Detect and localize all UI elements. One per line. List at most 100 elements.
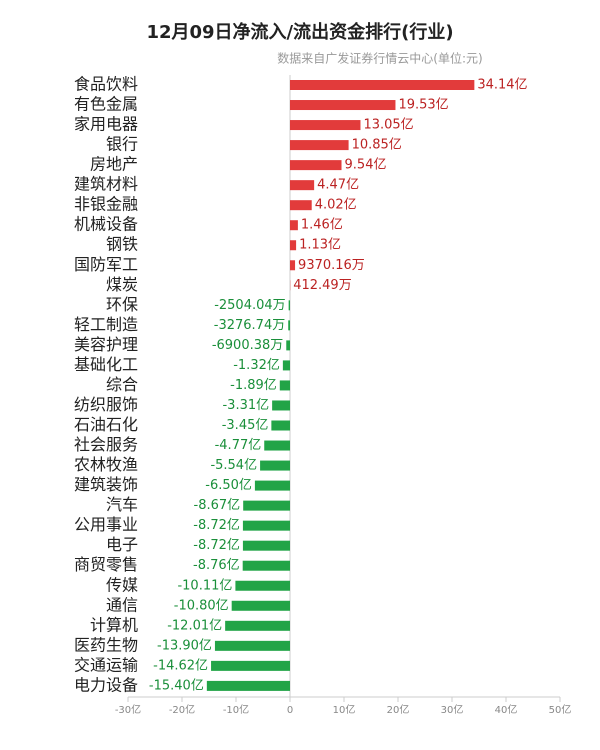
y-tick-label: 建筑装饰 — [74, 475, 138, 494]
value-label: 10.85亿 — [352, 138, 402, 153]
bar — [271, 420, 290, 431]
bar — [279, 380, 290, 391]
bar — [290, 200, 312, 211]
bar — [242, 560, 290, 571]
value-label: -8.76亿 — [193, 558, 240, 573]
bar — [272, 400, 290, 411]
bar — [290, 260, 296, 271]
y-tick-label: 公用事业 — [74, 515, 138, 534]
value-label: 34.14亿 — [477, 78, 527, 93]
bar — [290, 180, 315, 191]
value-label: -6.50亿 — [205, 478, 252, 493]
bar — [290, 80, 475, 90]
chart-title: 12月09日净流入/流出资金排行(行业) — [146, 21, 453, 43]
y-tick-label: 医药生物 — [74, 635, 138, 654]
y-tick-label: 石油石化 — [74, 415, 138, 434]
y-tick-label: 基础化工 — [74, 355, 138, 374]
bar — [254, 480, 290, 491]
bar — [242, 540, 290, 551]
y-tick-label: 国防军工 — [74, 255, 138, 274]
value-label: -15.40亿 — [149, 678, 204, 693]
y-tick-label: 机械设备 — [74, 215, 138, 234]
value-label: -8.72亿 — [193, 538, 240, 553]
y-tick-label: 钢铁 — [106, 235, 138, 254]
x-tick-label: -20亿 — [169, 703, 195, 716]
bar — [214, 640, 290, 651]
value-label: 13.05亿 — [363, 118, 413, 133]
chart-subtitle: 数据来自广发证券行情云中心(单位:元) — [277, 51, 482, 66]
value-label: 4.47亿 — [317, 178, 359, 193]
bar — [290, 120, 361, 131]
y-tick-label: 建筑材料 — [74, 175, 138, 194]
y-tick-label: 计算机 — [90, 615, 138, 634]
y-tick-label: 环保 — [106, 295, 138, 314]
bar — [282, 360, 290, 371]
value-label: 4.02亿 — [315, 198, 357, 213]
bar — [286, 340, 290, 351]
y-tick-label: 有色金属 — [74, 95, 138, 114]
value-label: -3276.74万 — [214, 318, 285, 333]
y-tick-label: 非银金融 — [74, 195, 138, 214]
value-label: 9370.16万 — [298, 258, 365, 273]
x-tick-label: 50亿 — [549, 703, 572, 716]
y-tick-label: 商贸零售 — [74, 555, 138, 574]
value-label: 19.53亿 — [398, 98, 448, 113]
y-tick-label: 社会服务 — [74, 435, 138, 454]
y-tick-label: 煤炭 — [106, 275, 138, 294]
value-label: -13.90亿 — [157, 638, 212, 653]
x-tick-label: 0 — [287, 705, 293, 716]
bar — [290, 160, 342, 171]
bar — [290, 220, 298, 231]
value-label: -10.80亿 — [174, 598, 229, 613]
bar — [243, 500, 290, 511]
y-tick-label: 电子 — [106, 535, 138, 554]
bar — [242, 520, 290, 531]
value-label: 9.54亿 — [345, 158, 387, 173]
value-label: -1.32亿 — [233, 358, 280, 373]
y-tick-label: 食品饮料 — [74, 75, 138, 94]
bar — [290, 140, 349, 151]
x-tick-label: -10亿 — [223, 703, 249, 716]
y-tick-label: 美容护理 — [74, 335, 138, 354]
bar — [225, 620, 290, 631]
x-tick-label: 40亿 — [495, 703, 518, 716]
value-label: 1.46亿 — [301, 218, 343, 233]
value-label: -8.72亿 — [193, 518, 240, 533]
y-tick-label: 银行 — [106, 135, 138, 154]
value-label: -1.89亿 — [230, 378, 277, 393]
value-label: -3.45亿 — [222, 418, 269, 433]
value-label: -14.62亿 — [153, 658, 208, 673]
value-label: -5.54亿 — [210, 458, 257, 473]
y-tick-label: 通信 — [106, 595, 138, 614]
value-label: -6900.38万 — [212, 338, 283, 353]
x-tick-label: 20亿 — [387, 703, 410, 716]
bar — [264, 440, 290, 451]
value-label: -3.31亿 — [222, 398, 269, 413]
y-tick-label: 纺织服饰 — [74, 395, 138, 414]
x-tick-label: 30亿 — [441, 703, 464, 716]
bar — [260, 460, 290, 471]
y-tick-label: 房地产 — [90, 155, 138, 174]
x-tick-label: -30亿 — [115, 703, 141, 716]
y-tick-label: 轻工制造 — [74, 315, 138, 334]
value-label: 1.13亿 — [299, 238, 341, 253]
bar — [290, 100, 396, 111]
bar — [206, 680, 290, 691]
y-tick-label: 交通运输 — [74, 655, 138, 674]
value-label: -8.67亿 — [194, 498, 241, 513]
bar — [211, 660, 290, 671]
value-label: -10.11亿 — [177, 578, 232, 593]
x-tick-label: 10亿 — [333, 703, 356, 716]
value-label: -12.01亿 — [167, 618, 222, 633]
y-tick-label: 综合 — [106, 375, 138, 394]
bar — [290, 240, 297, 251]
value-label: 412.49万 — [293, 278, 352, 293]
bar — [231, 600, 290, 611]
bar — [288, 300, 290, 311]
y-tick-label: 家用电器 — [74, 115, 138, 134]
value-label: -2504.04万 — [214, 298, 285, 313]
bar — [288, 320, 290, 331]
y-tick-label: 电力设备 — [74, 675, 138, 694]
bar — [235, 580, 290, 591]
